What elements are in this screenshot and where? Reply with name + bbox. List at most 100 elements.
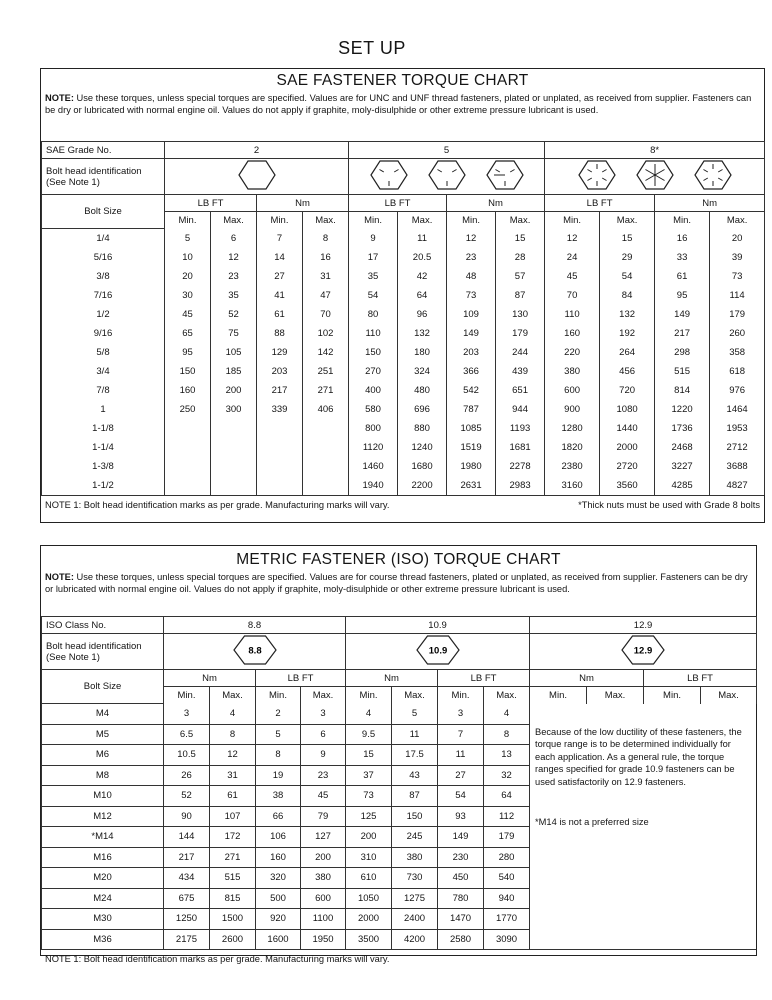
torque-value: 24 — [544, 248, 601, 267]
torque-value: 9.5 — [345, 724, 393, 745]
data-row: *M14 144 172 106 127 200 245 149 179 — [41, 826, 757, 847]
torque-value: 73 — [446, 286, 497, 305]
m14-note: *M14 is not a preferred size — [535, 817, 649, 827]
torque-value: 1250 — [163, 908, 210, 929]
torque-value: 39 — [709, 248, 766, 267]
note-text: Use these torques, unless special torque… — [45, 572, 748, 594]
minmax: Max. — [709, 211, 766, 229]
torque-value: 12 — [544, 228, 601, 248]
torque-value: 10.5 — [163, 744, 210, 765]
head-label: Bolt head identification (See Note 1) — [41, 633, 164, 670]
torque-value: 651 — [495, 381, 546, 400]
torque-value: 19 — [255, 765, 301, 786]
unit: Nm — [345, 669, 439, 687]
torque-value: 1280 — [544, 419, 601, 438]
torque-value: 264 — [599, 343, 656, 362]
minmax: Max. — [700, 686, 758, 704]
torque-value: 3 — [299, 703, 347, 724]
torque-value: 23 — [210, 267, 257, 286]
torque-value: 310 — [345, 847, 393, 868]
torque-value — [256, 476, 303, 495]
bolt-size: 1-1/2 — [41, 476, 165, 495]
grade: 12.9 — [529, 616, 758, 634]
bolt-size: M6 — [41, 744, 164, 765]
torque-value: 1770 — [483, 908, 531, 929]
torque-value: 160 — [544, 324, 601, 343]
torque-value: 4 — [483, 703, 531, 724]
torque-value: 87 — [391, 785, 439, 806]
torque-value: 52 — [210, 305, 257, 324]
unit: Nm — [163, 669, 256, 687]
torque-value: 1464 — [709, 400, 766, 419]
minmax: Max. — [210, 211, 257, 229]
torque-value: 1980 — [446, 457, 497, 476]
torque-value: 160 — [255, 847, 301, 868]
grade: 8.8 — [162, 616, 347, 634]
torque-table: ISO Class No. 8.8 10.9 12.9 Bolt head identi… — [41, 616, 758, 949]
torque-value: 320 — [255, 867, 301, 888]
data-row: M16 217 271 160 200 310 380 230 280 — [41, 847, 757, 868]
torque-value: 500 — [255, 888, 301, 909]
torque-value: 2 — [255, 703, 301, 724]
data-row: M4 3 4 2 3 4 5 3 4 Because of the low ductility o… — [41, 703, 757, 949]
data-row: 3/8 20 23 27 31 35 42 48 57 45 54 61 73 — [41, 267, 766, 286]
torque-value: 324 — [397, 362, 448, 381]
bolt-size: 7/16 — [41, 286, 165, 305]
torque-value: 439 — [495, 362, 546, 381]
minmax: Min. — [529, 686, 588, 704]
torque-value: 43 — [391, 765, 439, 786]
torque-value: 180 — [397, 343, 448, 362]
torque-value — [301, 476, 350, 495]
torque-value: 42 — [397, 267, 448, 286]
torque-value: 1950 — [299, 929, 347, 949]
grade: 5 — [348, 141, 546, 159]
data-row: 1-3/8 1460 1680 1980 2278 2380 2720 3227 3688 — [41, 457, 766, 476]
table-body: ISO Class No. 8.8 10.9 12.9 Bolt head identi… — [41, 616, 758, 949]
torque-value: 54 — [348, 286, 399, 305]
torque-value: 11 — [397, 228, 448, 248]
minmax: Min. — [654, 211, 711, 229]
torque-value: 16 — [301, 248, 350, 267]
torque-value: 95 — [654, 286, 711, 305]
torque-value: 618 — [709, 362, 766, 381]
torque-value: 12 — [209, 744, 256, 765]
torque-value: 1681 — [495, 438, 546, 457]
torque-value: 270 — [348, 362, 399, 381]
torque-value: 1519 — [446, 438, 497, 457]
bolt-size: M4 — [41, 703, 164, 724]
grade: 8* — [544, 141, 766, 159]
torque-value: 79 — [299, 806, 347, 827]
torque-value: 11 — [391, 724, 439, 745]
unit-row: Bolt Size LB FT Nm LB FT Nm LB FT Nm — [41, 194, 766, 229]
head-mark: 10.9 — [428, 646, 447, 657]
metric-title: METRIC FASTENER (ISO) TORQUE CHART — [236, 551, 561, 568]
torque-value: 23 — [299, 765, 347, 786]
torque-value: 64 — [483, 785, 531, 806]
data-row: 5/16 10 12 14 16 17 20.5 23 28 24 29 33 39 — [41, 248, 766, 267]
torque-value: 8 — [209, 724, 256, 745]
data-row: M36 2175 2600 1600 1950 3500 4200 2580 3090 — [41, 929, 757, 949]
torque-value: 2600 — [209, 929, 256, 949]
torque-value: 150 — [164, 362, 211, 381]
data-row: M24 675 815 500 600 1050 1275 780 940 — [41, 888, 757, 909]
torque-value: 16 — [654, 228, 711, 248]
bolt-size: M24 — [41, 888, 164, 909]
torque-value: 200 — [299, 847, 347, 868]
torque-value: 787 — [446, 400, 497, 419]
torque-value: 1680 — [397, 457, 448, 476]
torque-value: 2983 — [495, 476, 546, 495]
unit: LB FT — [348, 194, 448, 212]
torque-value: 3560 — [599, 476, 656, 495]
torque-value: 73 — [345, 785, 393, 806]
torque-value: 129 — [256, 343, 303, 362]
torque-value: 406 — [301, 400, 350, 419]
bolt-size: 3/4 — [41, 362, 165, 381]
torque-value: 1460 — [348, 457, 399, 476]
torque-value: 54 — [437, 785, 485, 806]
torque-value: 132 — [599, 305, 656, 324]
note-label: NOTE: — [45, 572, 74, 582]
footer: NOTE 1: Bolt head identification marks a… — [41, 495, 764, 514]
bolt-size: M8 — [41, 765, 164, 786]
torque-value: 4 — [345, 703, 393, 724]
